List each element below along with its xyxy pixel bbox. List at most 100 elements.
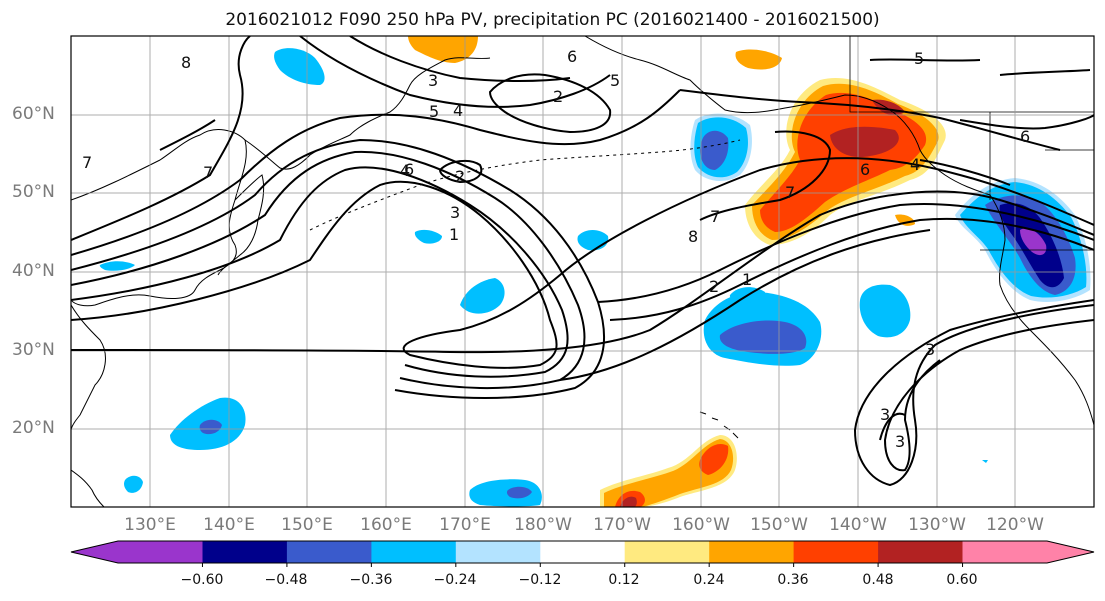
colorbar-tick-label: −0.12 — [518, 572, 562, 588]
colorbar-tick-label: 0.24 — [693, 572, 725, 588]
lon-label: 140°E — [203, 515, 255, 535]
lat-label-60n: 60°N — [12, 104, 55, 124]
colorbar — [70, 540, 1095, 567]
colorbar-segment — [202, 541, 288, 563]
contour-label: 8 — [181, 53, 191, 72]
precip-positive-area — [735, 49, 782, 70]
contour-label: 6 — [404, 160, 414, 179]
contour-label: 3 — [450, 203, 460, 222]
lon-label: 160°E — [360, 515, 412, 535]
pv-contour — [919, 159, 1011, 186]
contour-label: 5 — [429, 102, 439, 121]
colorbar-segment — [709, 541, 795, 563]
pv-contour — [71, 157, 1094, 369]
contour-label: 4 — [910, 155, 920, 174]
lon-label: 170°E — [439, 515, 491, 535]
precip-negative-area — [414, 229, 442, 244]
colorbar-tick-label: −0.60 — [180, 572, 224, 588]
pv-contour — [869, 58, 981, 62]
precip-negative-area — [700, 130, 729, 170]
pv-contour — [71, 166, 569, 378]
pv-contour — [879, 412, 906, 441]
contour-label: 1 — [449, 225, 459, 244]
precip-positive-area — [760, 92, 927, 232]
pv-contour — [71, 138, 605, 399]
contour-label: 4 — [400, 161, 410, 180]
precip-positive-area — [620, 496, 637, 507]
colorbar-over-arrow — [1047, 541, 1094, 563]
lon-label: 130°W — [908, 515, 966, 535]
contour-label: 3 — [925, 340, 935, 359]
contour-label: 2 — [455, 167, 465, 186]
pv-contour — [597, 203, 1094, 303]
colorbar-under-arrow — [71, 541, 118, 563]
lon-label: 130°E — [124, 515, 176, 535]
pv-contour — [159, 119, 216, 151]
precip-negative-area — [199, 419, 222, 435]
pv-contour — [71, 190, 1094, 354]
pv-contour — [559, 229, 931, 381]
lat-label-40n: 40°N — [12, 261, 55, 281]
contour-label: 3 — [895, 432, 905, 451]
precip-positive-area — [408, 36, 478, 63]
coastline-islands-hawaii — [699, 411, 739, 439]
pv-contour — [959, 114, 1094, 130]
colorbar-tick-label: 0.36 — [777, 572, 809, 588]
contour-label: 7 — [785, 183, 795, 202]
lon-label: 150°E — [281, 515, 333, 535]
contour-label: 2 — [709, 277, 719, 296]
contour-label: 6 — [860, 160, 870, 179]
pv-contour — [609, 217, 1094, 321]
pv-contour — [999, 69, 1091, 76]
precip-negative-area — [274, 48, 325, 85]
lon-label: 170°W — [593, 515, 651, 535]
lon-label: 180°W — [514, 515, 572, 535]
contour-label: 2 — [553, 87, 563, 106]
map-title: 2016021012 F090 250 hPa PV, precipitatio… — [225, 10, 880, 30]
map-panel: 8 7 3 5 4 2 6 5 5 6 7 3 4 2 1 6 7 8 2 1 … — [71, 36, 1094, 507]
contour-label: 4 — [453, 101, 463, 120]
pv-contour — [488, 73, 612, 134]
precip-negative-area — [982, 460, 988, 463]
precip-positive-area — [699, 443, 729, 475]
contour-label: 3 — [880, 405, 890, 424]
precip-negative-area — [1020, 228, 1047, 256]
pv-contour — [438, 159, 483, 184]
precip-negative-area — [124, 475, 143, 493]
coastline-china — [71, 304, 106, 431]
pv-contour — [679, 89, 1061, 151]
colorbar-segment — [540, 541, 626, 563]
coastline-asia — [71, 129, 247, 307]
coastline-philippines — [71, 469, 105, 507]
colorbar-segment — [118, 541, 204, 563]
contour-label: 3 — [428, 71, 438, 90]
pv-contour-layer — [71, 36, 1094, 487]
contour-label: 6 — [1020, 127, 1030, 146]
pv-contour — [71, 89, 681, 256]
precip-negative-area — [506, 486, 532, 499]
pv-contour — [853, 299, 1094, 487]
precip-negative-area — [460, 278, 505, 314]
colorbar-tick-label: 0.12 — [608, 572, 640, 588]
precip-negative-area — [99, 261, 135, 271]
lon-label: 120°W — [986, 515, 1044, 535]
colorbar-segment — [793, 541, 879, 563]
pv-contour — [883, 319, 1094, 472]
colorbar-outline — [70, 540, 1095, 564]
precip-negative-area — [859, 284, 911, 338]
precip-negative-area — [719, 320, 807, 354]
colorbar-segment — [878, 541, 964, 563]
precip-positive-area — [830, 126, 899, 158]
contour-label: 7 — [710, 207, 720, 226]
colorbar-segment — [286, 541, 372, 563]
contour-label-layer: 8 7 3 5 4 2 6 5 5 6 7 3 4 2 1 6 7 8 2 1 … — [82, 47, 1030, 451]
lon-label: 160°W — [672, 515, 730, 535]
colorbar-tick-label: 0.60 — [946, 572, 978, 588]
lat-label-20n: 20°N — [12, 418, 55, 438]
lat-label-50n: 50°N — [12, 182, 55, 202]
colorbar-segment — [455, 541, 541, 563]
colorbar-segment — [624, 541, 710, 563]
contour-label: 8 — [688, 227, 698, 246]
contour-label: 6 — [567, 47, 577, 66]
